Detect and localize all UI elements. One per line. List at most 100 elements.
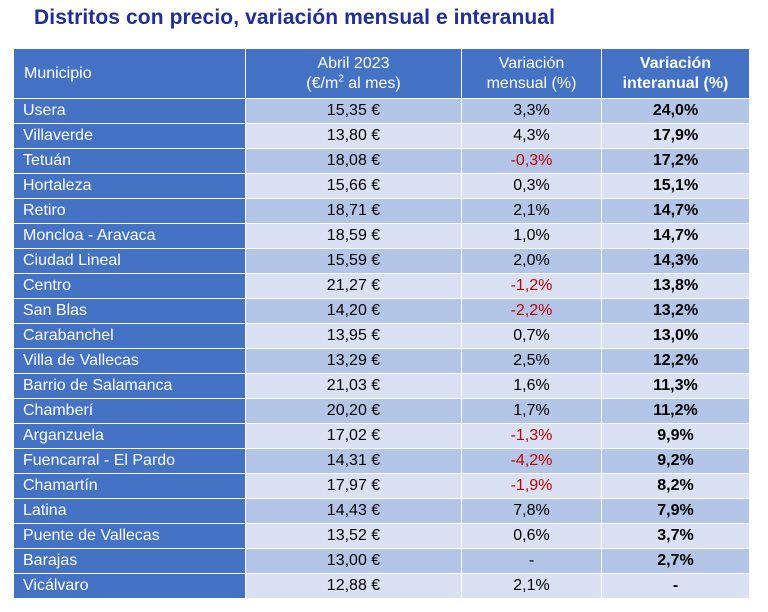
- header-precio-unit-post: al mes): [343, 74, 401, 92]
- districts-table: Municipio Abril 2023 (€/m2 al mes) Varia…: [13, 48, 750, 599]
- municipio-cell: Barajas: [13, 548, 246, 574]
- municipio-cell: Vicálvaro: [13, 573, 246, 599]
- precio-cell: 13,52 €: [245, 523, 462, 549]
- interanual-cell: 14,7%: [601, 223, 750, 249]
- municipio-cell: Villa de Vallecas: [13, 348, 246, 374]
- precio-cell: 18,08 €: [245, 148, 462, 174]
- precio-cell: 13,29 €: [245, 348, 462, 374]
- header-precio-unit-sup: 2: [338, 73, 344, 85]
- precio-cell: 12,88 €: [245, 573, 462, 599]
- table-row: Villaverde 13,80 €4,3% 17,9%: [13, 123, 750, 149]
- precio-cell: 18,59 €: [245, 223, 462, 249]
- header-interanual: Variación interanual (%): [601, 48, 750, 99]
- header-precio-line2: (€/m2 al mes): [247, 73, 461, 94]
- header-municipio: Municipio: [13, 48, 246, 99]
- precio-cell: 13,00 €: [245, 548, 462, 574]
- precio-cell: 14,43 €: [245, 498, 462, 524]
- interanual-cell: 13,2%: [601, 298, 750, 324]
- table-body: Usera 15,35 €3,3% 24,0% Villaverde 13,80 €4,…: [13, 98, 750, 599]
- mensual-cell: 1,7%: [461, 398, 602, 424]
- interanual-cell: 15,1%: [601, 173, 750, 199]
- table-row: Hortaleza 15,66 €0,3% 15,1%: [13, 173, 750, 199]
- precio-cell: 17,02 €: [245, 423, 462, 449]
- table-row: Villa de Vallecas 13,29 €2,5% 12,2%: [13, 348, 750, 374]
- mensual-cell: -4,2%: [461, 448, 602, 474]
- mensual-cell: -2,2%: [461, 298, 602, 324]
- table-row: Ciudad Lineal 15,59 €2,0% 14,3%: [13, 248, 750, 274]
- interanual-cell: 12,2%: [601, 348, 750, 374]
- interanual-cell: 17,9%: [601, 123, 750, 149]
- mensual-cell: 2,1%: [461, 573, 602, 599]
- municipio-cell: Usera: [13, 98, 246, 124]
- interanual-cell: 14,3%: [601, 248, 750, 274]
- interanual-cell: 9,2%: [601, 448, 750, 474]
- precio-cell: 13,95 €: [245, 323, 462, 349]
- mensual-cell: -1,2%: [461, 273, 602, 299]
- mensual-cell: 1,6%: [461, 373, 602, 399]
- interanual-cell: 8,2%: [601, 473, 750, 499]
- municipio-cell: Tetuán: [13, 148, 246, 174]
- table-row: Centro 21,27 € -1,2% 13,8%: [13, 273, 750, 299]
- municipio-cell: Chamartín: [13, 473, 246, 499]
- precio-cell: 14,20 €: [245, 298, 462, 324]
- municipio-cell: Hortaleza: [13, 173, 246, 199]
- municipio-cell: Moncloa - Aravaca: [13, 223, 246, 249]
- municipio-cell: Centro: [13, 273, 246, 299]
- municipio-cell: Carabanchel: [13, 323, 246, 349]
- precio-cell: 18,71 €: [245, 198, 462, 224]
- mensual-cell: 1,0%: [461, 223, 602, 249]
- mensual-cell: 4,3%: [461, 123, 602, 149]
- table-row: Vicálvaro 12,88 €2,1% -: [13, 573, 750, 599]
- header-precio-unit-pre: (€/m: [306, 74, 339, 92]
- mensual-cell: 7,8%: [461, 498, 602, 524]
- interanual-cell: -: [601, 573, 750, 599]
- interanual-cell: 9,9%: [601, 423, 750, 449]
- municipio-cell: San Blas: [13, 298, 246, 324]
- mensual-cell: -1,9%: [461, 473, 602, 499]
- interanual-cell: 11,2%: [601, 398, 750, 424]
- municipio-cell: Fuencarral - El Pardo: [13, 448, 246, 474]
- table-row: Carabanchel 13,95 €0,7% 13,0%: [13, 323, 750, 349]
- interanual-cell: 7,9%: [601, 498, 750, 524]
- mensual-cell: 0,6%: [461, 523, 602, 549]
- mensual-cell: 3,3%: [461, 98, 602, 124]
- table-row: Puente de Vallecas 13,52 €0,6% 3,7%: [13, 523, 750, 549]
- municipio-cell: Ciudad Lineal: [13, 248, 246, 274]
- interanual-cell: 17,2%: [601, 148, 750, 174]
- header-mensual-line1: Variación: [498, 54, 565, 72]
- municipio-cell: Arganzuela: [13, 423, 246, 449]
- interanual-cell: 11,3%: [601, 373, 750, 399]
- precio-cell: 15,66 €: [245, 173, 462, 199]
- municipio-cell: Villaverde: [13, 123, 246, 149]
- table-row: Latina 14,43 €7,8% 7,9%: [13, 498, 750, 524]
- precio-cell: 21,27 €: [245, 273, 462, 299]
- mensual-cell: 0,7%: [461, 323, 602, 349]
- precio-cell: 13,80 €: [245, 123, 462, 149]
- table-row: Usera 15,35 €3,3% 24,0%: [13, 98, 750, 124]
- table-row: San Blas 14,20 € -2,2% 13,2%: [13, 298, 750, 324]
- table-row: Barajas 13,00 € -2,7%: [13, 548, 750, 574]
- header-precio-line1: Abril 2023: [317, 54, 390, 72]
- precio-cell: 15,59 €: [245, 248, 462, 274]
- municipio-cell: Barrio de Salamanca: [13, 373, 246, 399]
- table-row: Moncloa - Aravaca 18,59 €1,0% 14,7%: [13, 223, 750, 249]
- mensual-cell: -1,3%: [461, 423, 602, 449]
- interanual-cell: 24,0%: [601, 98, 750, 124]
- interanual-cell: 2,7%: [601, 548, 750, 574]
- table-row: Arganzuela 17,02 € -1,3% 9,9%: [13, 423, 750, 449]
- interanual-cell: 14,7%: [601, 198, 750, 224]
- precio-cell: 20,20 €: [245, 398, 462, 424]
- interanual-cell: 13,8%: [601, 273, 750, 299]
- municipio-cell: Puente de Vallecas: [13, 523, 246, 549]
- table-row: Barrio de Salamanca 21,03 €1,6% 11,3%: [13, 373, 750, 399]
- precio-cell: 17,97 €: [245, 473, 462, 499]
- precio-cell: 14,31 €: [245, 448, 462, 474]
- table-row: Chamberí 20,20 €1,7% 11,2%: [13, 398, 750, 424]
- municipio-cell: Retiro: [13, 198, 246, 224]
- interanual-cell: 13,0%: [601, 323, 750, 349]
- header-precio: Abril 2023 (€/m2 al mes): [245, 48, 462, 99]
- header-mensual: Variación mensual (%): [461, 48, 602, 99]
- header-interanual-line2: interanual (%): [622, 74, 729, 92]
- header-interanual-line1: Variación: [639, 54, 712, 72]
- table-row: Tetuán 18,08 € -0,3% 17,2%: [13, 148, 750, 174]
